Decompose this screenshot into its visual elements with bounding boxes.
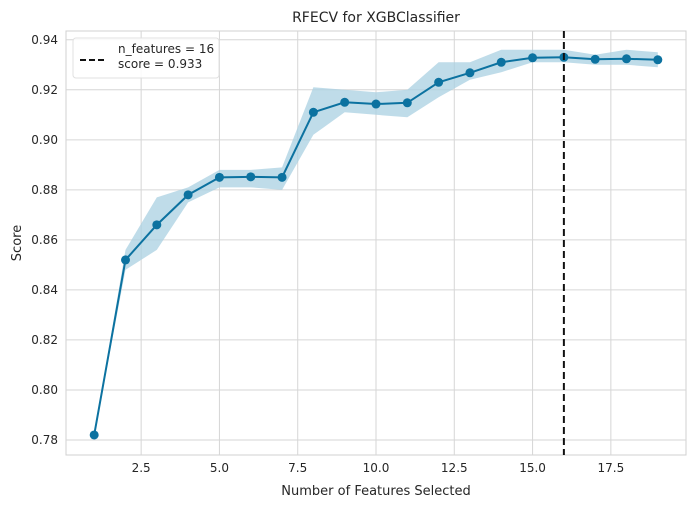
x-tick-label: 15.0 xyxy=(519,461,546,475)
score-point xyxy=(402,98,412,108)
x-tick-label: 5.0 xyxy=(210,461,229,475)
score-point xyxy=(183,190,193,200)
score-point xyxy=(434,77,444,87)
y-tick-label: 0.80 xyxy=(31,383,58,397)
x-axis-label: Number of Features Selected xyxy=(281,484,470,499)
score-point xyxy=(89,430,99,440)
score-point xyxy=(152,220,162,230)
score-point xyxy=(653,55,663,65)
x-tick-label: 12.5 xyxy=(441,461,468,475)
legend-box xyxy=(72,37,220,79)
x-tick-label: 2.5 xyxy=(132,461,151,475)
score-point xyxy=(496,57,506,67)
x-tick-label: 7.5 xyxy=(288,461,307,475)
y-axis-ticks: 0.78 0.80 0.82 0.84 0.86 0.88 0.90 0.92 0.94 xyxy=(31,33,58,447)
y-tick-label: 0.94 xyxy=(31,33,58,47)
y-tick-label: 0.84 xyxy=(31,283,58,297)
score-point xyxy=(465,68,475,78)
score-point xyxy=(622,54,632,64)
score-point xyxy=(246,172,256,182)
score-point xyxy=(590,54,600,64)
y-tick-label: 0.82 xyxy=(31,333,58,347)
legend-label-n-features: n_features = 16 xyxy=(118,42,214,56)
grid-lines xyxy=(66,31,686,455)
score-point xyxy=(308,107,318,117)
y-tick-label: 0.90 xyxy=(31,133,58,147)
score-point xyxy=(340,97,350,107)
score-point xyxy=(371,99,381,109)
y-tick-label: 0.92 xyxy=(31,83,58,97)
x-axis-ticks: 2.5 5.0 7.5 10.0 12.5 15.0 17.5 xyxy=(132,461,625,475)
score-point xyxy=(120,255,130,265)
y-tick-label: 0.86 xyxy=(31,233,58,247)
score-point xyxy=(528,53,538,63)
legend-label-score: score = 0.933 xyxy=(118,57,202,71)
y-tick-label: 0.78 xyxy=(31,433,58,447)
y-tick-label: 0.88 xyxy=(31,183,58,197)
y-axis-label: Score xyxy=(10,225,25,261)
legend: n_features = 16 score = 0.933 xyxy=(72,37,220,79)
score-point xyxy=(277,172,287,182)
x-tick-label: 10.0 xyxy=(363,461,390,475)
x-tick-label: 17.5 xyxy=(597,461,624,475)
score-point xyxy=(214,172,224,182)
chart-title: RFECV for XGBClassifier xyxy=(292,10,460,26)
